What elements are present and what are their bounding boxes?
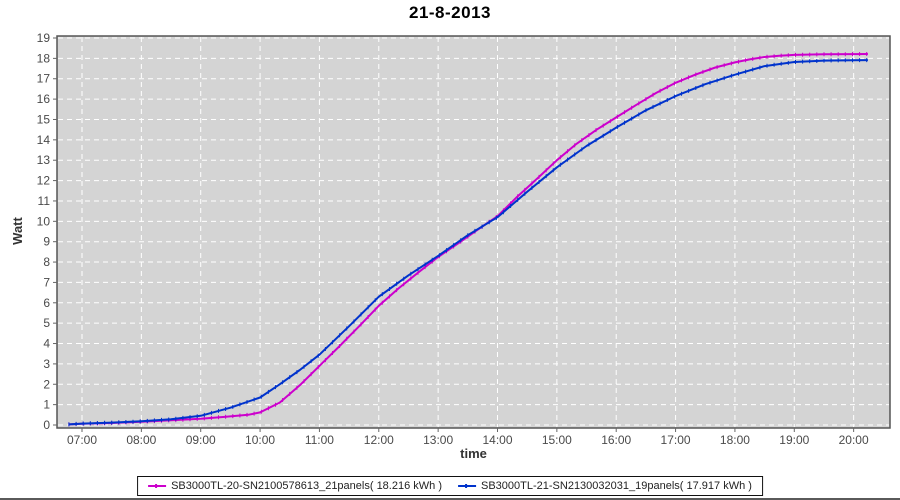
x-tick-label: 09:00 [186, 433, 216, 447]
x-tick-label: 13:00 [423, 433, 453, 447]
x-tick-label: 07:00 [67, 433, 97, 447]
x-tick-label: 14:00 [482, 433, 512, 447]
y-tick-label: 11 [38, 194, 51, 208]
series-markers-1 [68, 58, 868, 427]
y-tick-label: 5 [43, 316, 50, 330]
window-bottom-edge [0, 498, 900, 500]
y-tick-label: 6 [43, 296, 50, 310]
y-tick-label: 10 [37, 214, 51, 228]
legend-label: SB3000TL-21-SN2130032031_19panels( 17.91… [481, 480, 752, 492]
y-tick-label: 15 [37, 112, 51, 126]
x-tick-label: 19:00 [779, 433, 809, 447]
legend-item: SB3000TL-21-SN2130032031_19panels( 17.91… [458, 480, 752, 492]
x-tick-label: 18:00 [720, 433, 750, 447]
x-tick-label: 10:00 [245, 433, 275, 447]
y-tick-label: 2 [43, 377, 50, 391]
x-tick-label: 11:00 [305, 433, 334, 447]
y-tick-label: 12 [37, 174, 51, 188]
x-tick-label: 17:00 [661, 433, 691, 447]
legend-item: SB3000TL-20-SN2100578613_21panels( 18.21… [148, 480, 442, 492]
y-tick-label: 16 [37, 92, 51, 106]
y-tick-label: 7 [43, 275, 50, 289]
plot-border [56, 35, 891, 429]
y-tick-label: 18 [37, 51, 51, 65]
series-0-line-marker [148, 484, 167, 488]
y-tick-label: 0 [43, 418, 50, 432]
x-axis-label: time [460, 446, 487, 461]
x-tick-label: 12:00 [364, 433, 394, 447]
y-axis-label: Watt [10, 217, 25, 245]
x-tick-label: 15:00 [542, 433, 572, 447]
x-tick-label: 20:00 [839, 433, 869, 447]
legend: SB3000TL-20-SN2100578613_21panels( 18.21… [137, 476, 763, 496]
series-line-1 [68, 59, 868, 426]
y-tick-label: 17 [37, 72, 51, 86]
y-tick-label: 4 [43, 337, 50, 351]
y-tick-label: 13 [37, 153, 51, 167]
y-tick-label: 19 [37, 31, 51, 45]
y-tick-label: 8 [43, 255, 50, 269]
y-tick-label: 3 [43, 357, 50, 371]
y-tick-label: 1 [43, 398, 50, 412]
legend-label: SB3000TL-20-SN2100578613_21panels( 18.21… [171, 480, 442, 492]
y-tick-label: 14 [37, 133, 51, 147]
plot-area: 07:00 08:00 09:00 10:00 11:00 12:00 13:00 14:00… [37, 31, 891, 447]
x-tick-label: 08:00 [126, 433, 156, 447]
series-1-line-marker [458, 484, 476, 488]
x-tick-label: 16:00 [601, 433, 631, 447]
y-tick-label: 9 [43, 235, 50, 249]
chart-title: 21-8-2013 [408, 3, 491, 22]
